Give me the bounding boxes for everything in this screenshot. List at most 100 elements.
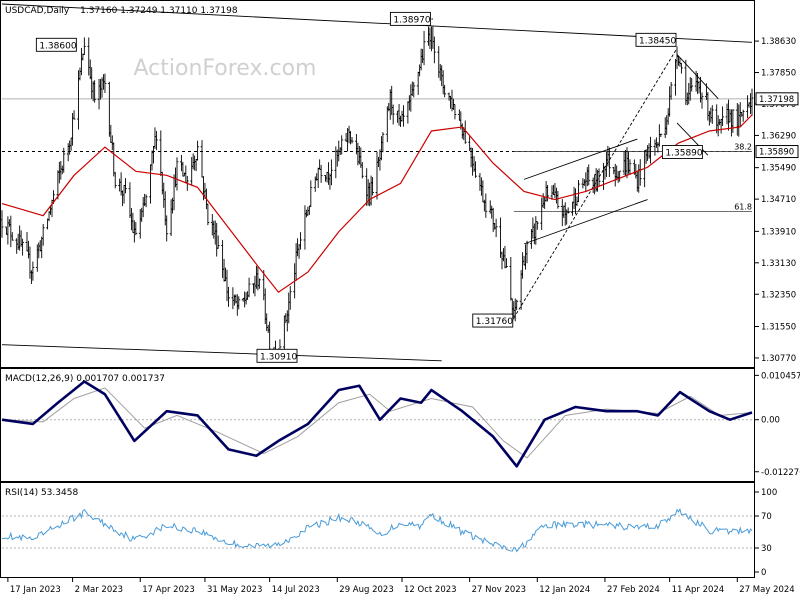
price-bar: [412, 82, 416, 98]
price-bar: [21, 238, 24, 256]
price-bar: [700, 92, 704, 109]
x-axis-tick-label: 12 Oct 2023: [404, 585, 457, 595]
price-bar: [710, 105, 714, 124]
price-bar: [750, 88, 754, 116]
price-axis-tick-label: 1.35490: [761, 164, 796, 174]
x-axis-tick-label: 17 Jan 2023: [10, 585, 61, 595]
x-axis-tick-label: 17 Apr 2023: [142, 585, 195, 595]
price-bar: [288, 286, 292, 310]
svg-text:1.31760: 1.31760: [476, 317, 513, 327]
price-level-tag: 1.37198: [755, 92, 799, 106]
price-bar: [443, 84, 447, 98]
price-bar: [505, 258, 508, 268]
price-bar: [62, 147, 66, 173]
price-bar: [587, 164, 591, 186]
price-bar: [196, 140, 199, 161]
price-bar: [463, 120, 467, 144]
price-bar: [257, 278, 261, 289]
price-bar: [93, 80, 97, 103]
price-bar: [41, 223, 45, 246]
price-bar: [597, 168, 601, 187]
x-axis-tick-label: 12 Jan 2024: [539, 585, 590, 595]
price-bar: [319, 164, 323, 183]
price-axis-tick-label: 1.36290: [761, 131, 796, 141]
price-bar: [31, 261, 35, 281]
svg-text:1.37198: 1.37198: [759, 95, 794, 105]
price-bar: [422, 30, 426, 66]
price-swing-label: 1.38450: [635, 32, 676, 47]
price-bar: [690, 77, 694, 92]
fibonacci-level-label: 38.2: [734, 143, 752, 152]
trend-line: [523, 199, 648, 245]
x-axis-tick-label: 29 Aug 2023: [339, 585, 393, 595]
svg-text:1.38600: 1.38600: [39, 41, 76, 51]
price-bar: [628, 159, 632, 175]
price-axis-tick-label: 1.32350: [761, 290, 796, 300]
price-bar: [453, 104, 457, 120]
price-bar: [330, 159, 333, 186]
price-bar: [144, 194, 148, 208]
price-axis-tick-label: 1.33910: [761, 227, 796, 237]
price-bar: [113, 171, 117, 189]
symbol-timeframe: USDCAD,Daily: [5, 6, 70, 16]
rsi-panel-frame: [0, 482, 755, 578]
fibonacci-level-label: 61.8: [734, 203, 752, 212]
price-bar: [206, 203, 210, 226]
trend-line: [1, 344, 442, 362]
price-bar: [741, 109, 745, 122]
rsi-axis-tick-label: 30: [761, 544, 772, 554]
chart-title-readout: USDCAD,Daily 1.37160 1.37249 1.37110 1.3…: [5, 6, 238, 16]
price-bar: [237, 296, 241, 310]
price-bar: [566, 207, 570, 214]
price-bar: [731, 109, 735, 133]
svg-text:1.35890: 1.35890: [665, 149, 702, 159]
rsi-title: RSI(14) 53.3458: [5, 488, 78, 498]
price-bar: [72, 110, 76, 120]
price-bar: [216, 235, 220, 249]
price-bar: [165, 215, 169, 242]
price-bar: [247, 277, 251, 298]
price-swing-label: 1.38600: [35, 37, 77, 52]
price-bar: [350, 136, 354, 144]
svg-text:1.35890: 1.35890: [759, 148, 794, 158]
price-bar: [391, 104, 395, 125]
rsi-axis-tick-label: 100: [761, 488, 777, 498]
x-axis-tick-label: 11 Apr 2024: [672, 585, 725, 595]
price-bar: [155, 130, 158, 151]
price-bar: [175, 157, 179, 191]
price-bar: [484, 193, 488, 218]
price-axis-tick-label: 1.37850: [761, 69, 796, 79]
rsi-axis-tick-label: 0: [761, 568, 766, 578]
price-bar: [577, 179, 580, 203]
moving-average-line: [1, 114, 753, 294]
macd-panel-frame: [0, 368, 755, 482]
macd-main-line: [1, 380, 753, 468]
price-panel-frame: [0, 0, 755, 368]
price-bar: [546, 184, 549, 202]
price-swing-label: 1.31760: [472, 313, 513, 328]
x-axis-tick-label: 2 Mar 2023: [75, 585, 123, 595]
price-bar: [371, 177, 374, 196]
watermark: ActionForex.com: [134, 56, 317, 81]
price-bar: [669, 81, 673, 100]
macd-axis-tick-label: 0.00: [761, 416, 780, 426]
price-bar: [494, 218, 498, 238]
macd-axis-tick-label: -0.012276: [761, 468, 800, 478]
svg-text:1.30910: 1.30910: [260, 352, 297, 362]
price-bar: [649, 136, 652, 164]
price-swing-label: 1.35890: [661, 145, 703, 159]
price-bar: [134, 222, 138, 236]
price-bar: [680, 62, 683, 74]
x-axis-tick-label: 14 Jul 2023: [272, 585, 320, 595]
macd-title: MACD(12,26,9) 0.001707 0.001737: [5, 374, 165, 384]
price-bar: [124, 178, 127, 194]
price-bar: [659, 133, 663, 138]
price-bar: [360, 162, 364, 179]
trend-line: [513, 48, 678, 319]
price-bar: [0, 210, 4, 238]
price-axis-tick-label: 1.30770: [761, 354, 796, 364]
price-axis-tick-label: 1.34710: [761, 195, 796, 205]
rsi-line: [1, 507, 753, 553]
price-bar: [299, 232, 302, 250]
